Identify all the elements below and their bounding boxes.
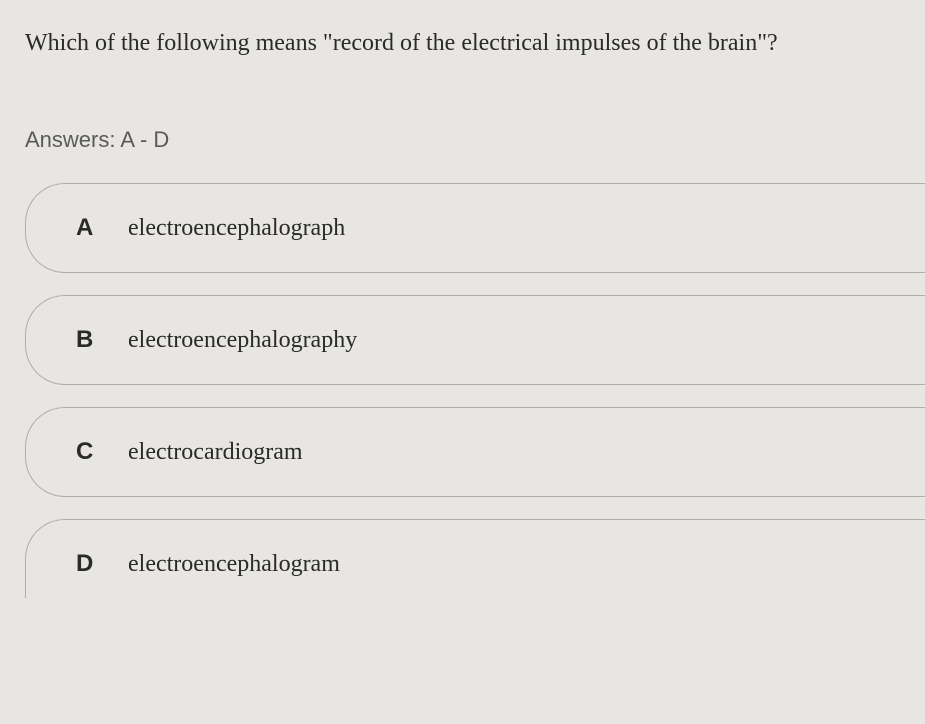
answer-letter: D [76, 550, 100, 578]
answer-text: electrocardiogram [128, 439, 303, 466]
answer-letter: C [76, 438, 100, 466]
answer-text: electroencephalogram [128, 551, 340, 578]
answer-option-b[interactable]: B electroencephalography [25, 295, 925, 385]
answer-option-c[interactable]: C electrocardiogram [25, 407, 925, 497]
question-text: Which of the following means "record of … [25, 30, 925, 57]
answer-letter: B [76, 326, 100, 354]
answer-text: electroencephalograph [128, 215, 345, 242]
answer-text: electroencephalography [128, 327, 357, 354]
answers-label: Answers: A - D [25, 127, 925, 153]
answer-letter: A [76, 214, 100, 242]
quiz-container: Which of the following means "record of … [0, 0, 925, 598]
answer-option-d[interactable]: D electroencephalogram [25, 519, 925, 598]
answer-option-a[interactable]: A electroencephalograph [25, 183, 925, 273]
